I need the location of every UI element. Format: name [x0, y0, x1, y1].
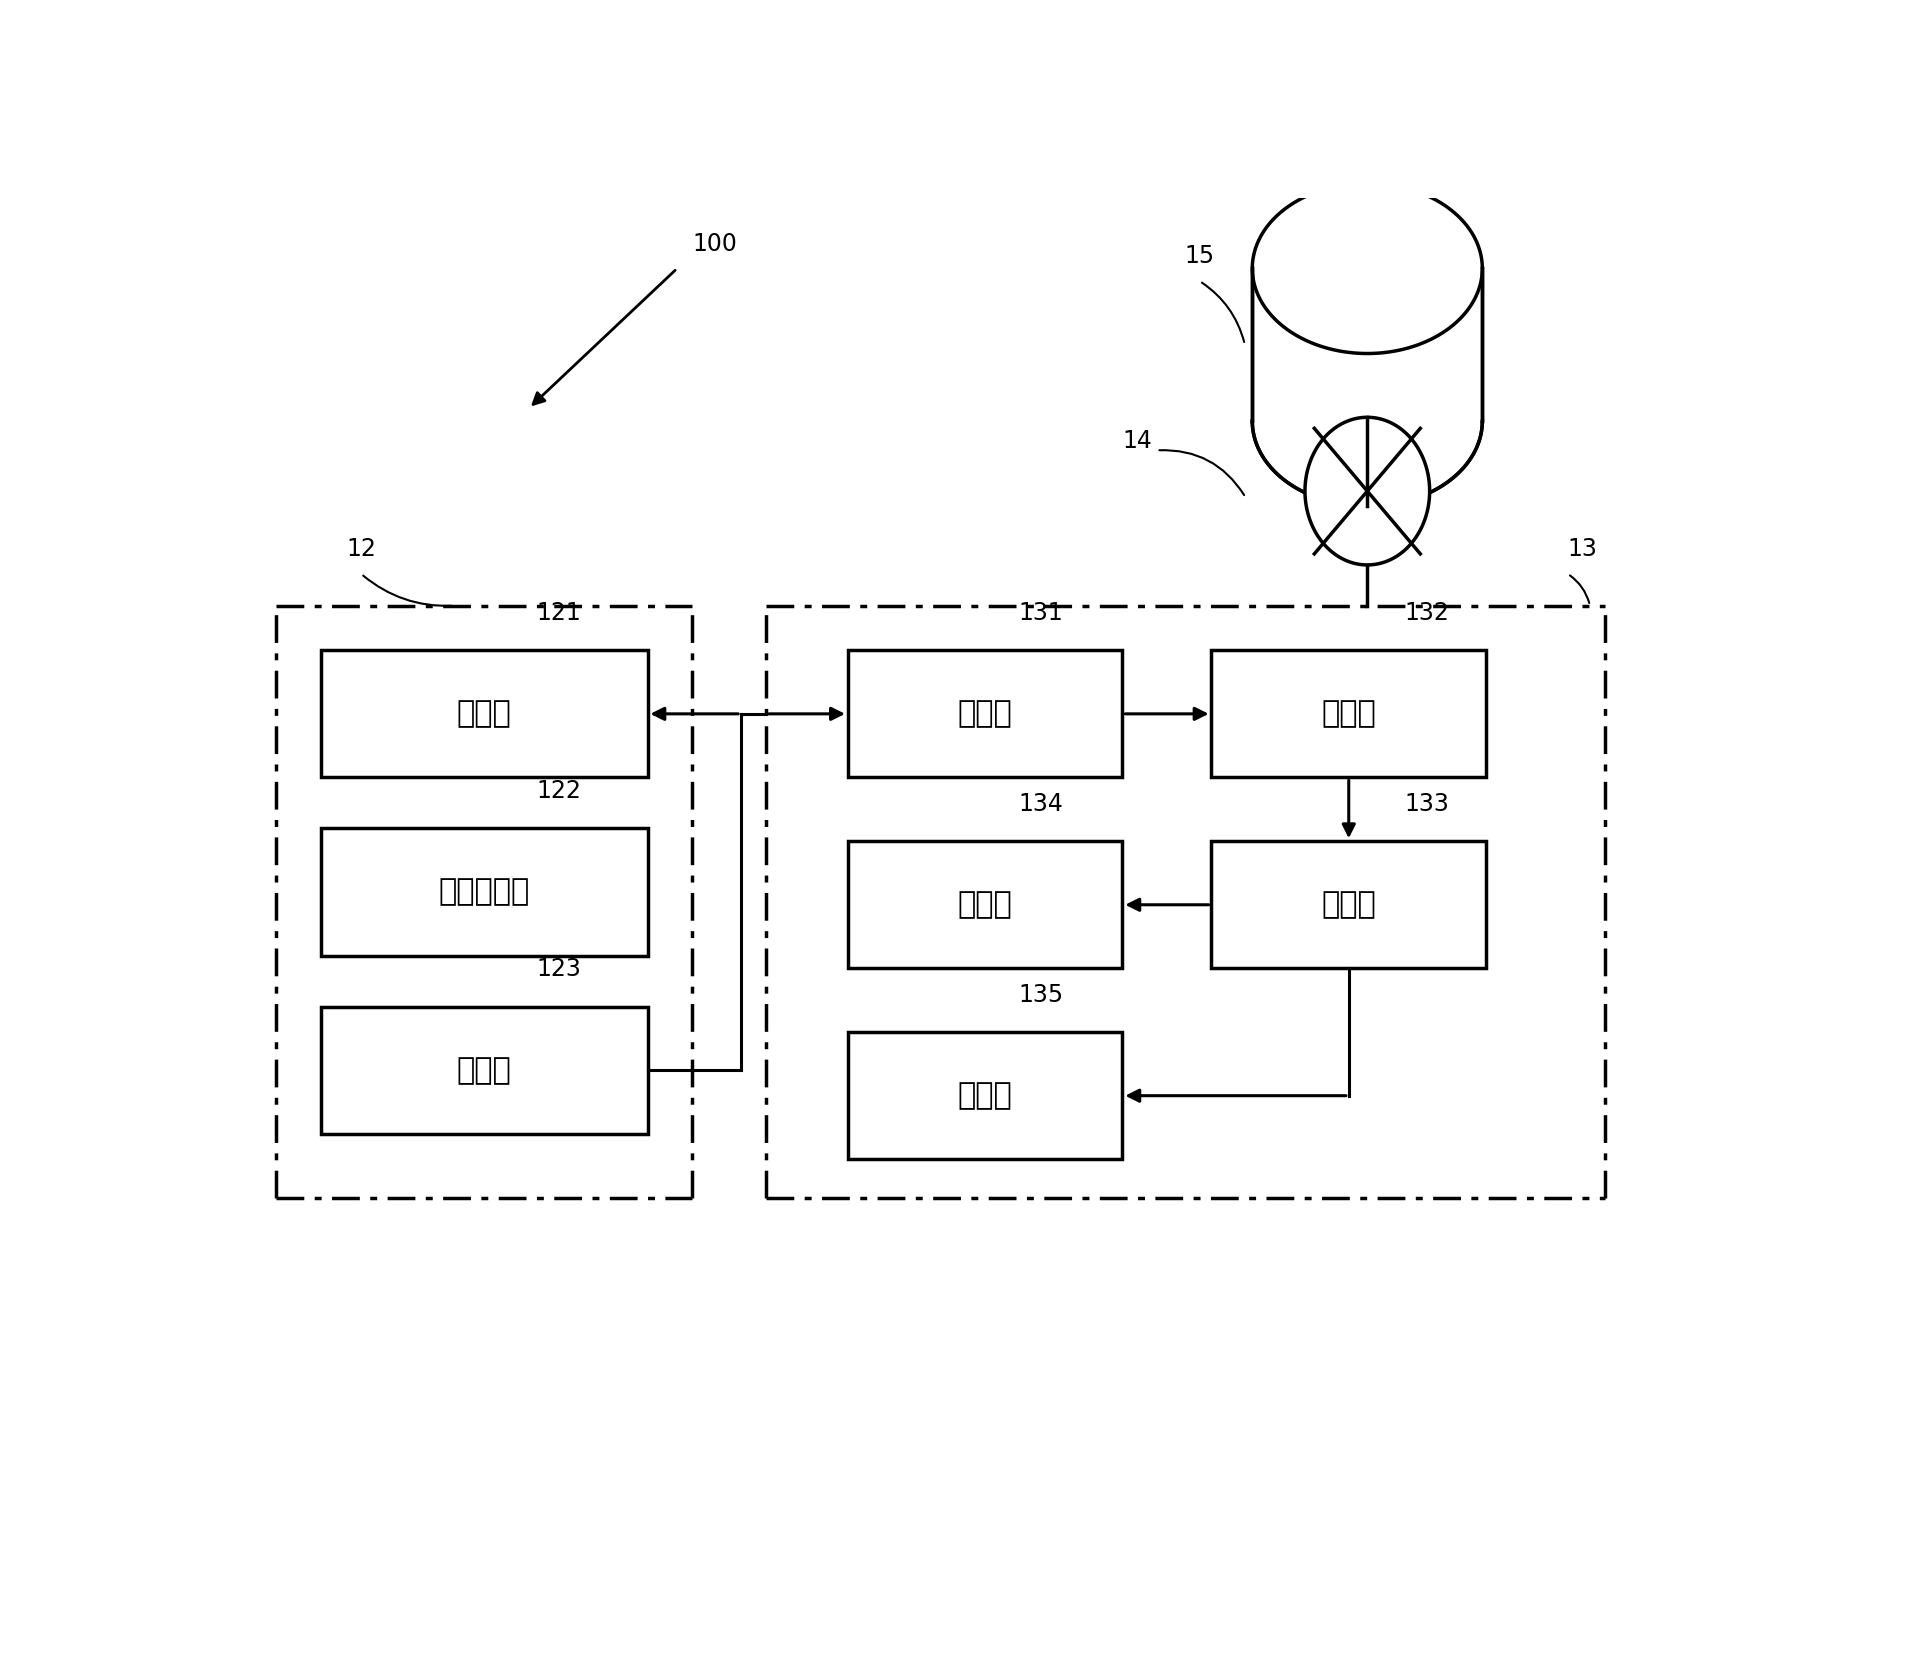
Text: 控制部: 控制部 — [957, 1081, 1013, 1111]
Text: 13: 13 — [1568, 537, 1596, 560]
Bar — [322, 650, 647, 777]
Text: 121: 121 — [536, 600, 580, 625]
Bar — [848, 841, 1122, 969]
Bar — [322, 828, 647, 955]
Text: 122: 122 — [536, 779, 580, 803]
Text: 133: 133 — [1403, 792, 1449, 815]
Text: 操作部: 操作部 — [457, 699, 511, 729]
Text: 135: 135 — [1018, 982, 1062, 1007]
Text: 134: 134 — [1018, 792, 1062, 815]
Text: 131: 131 — [1018, 600, 1062, 625]
Text: 声音部: 声音部 — [957, 891, 1013, 919]
Bar — [322, 1007, 647, 1134]
Bar — [1212, 841, 1485, 969]
Bar — [848, 1031, 1122, 1159]
Text: 分析部: 分析部 — [1321, 699, 1376, 729]
Text: 132: 132 — [1403, 600, 1449, 625]
Text: 14: 14 — [1122, 428, 1152, 453]
Text: 123: 123 — [536, 957, 580, 982]
Text: 12: 12 — [346, 537, 375, 560]
Text: 100: 100 — [691, 231, 737, 256]
Bar — [1212, 650, 1485, 777]
Text: 通信部: 通信部 — [457, 1056, 511, 1084]
Polygon shape — [1252, 183, 1481, 354]
Bar — [1252, 268, 1481, 422]
Text: 判定部: 判定部 — [1321, 891, 1376, 919]
Text: 通信部: 通信部 — [957, 699, 1013, 729]
Polygon shape — [1303, 417, 1430, 565]
Text: 15: 15 — [1185, 245, 1213, 268]
Bar — [848, 650, 1122, 777]
Text: 影像取得部: 影像取得部 — [438, 878, 530, 906]
